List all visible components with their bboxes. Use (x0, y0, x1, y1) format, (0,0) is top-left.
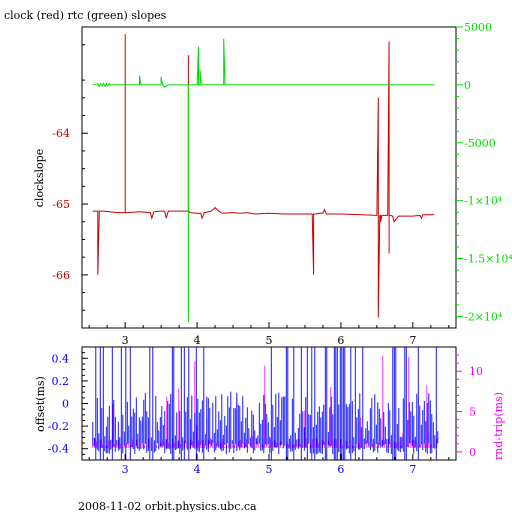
y-tick-label: 0 (62, 398, 69, 411)
slopes-x-ticks: 3 4 5 6 7 (88, 322, 450, 347)
footer-caption: 2008-11-02 orbit.physics.ubc.ca (78, 500, 257, 512)
y2-tick-label: -5000 (464, 137, 496, 150)
y2-tick-label: -2×10⁴ (464, 310, 503, 323)
offset-y-ticks: 0.4 0.2 0 -0.2 -0.4 (48, 346, 88, 461)
y-tick-label: -65 (52, 198, 70, 211)
slopes-frame (81, 26, 457, 329)
slopes-panel: 3 4 5 6 7 -64 -65 -66 5000 0 -5000 -1×10⁴ -1.5×10⁴… (33, 21, 512, 347)
y2-tick-label: 0 (469, 446, 476, 459)
offset-panel: 3 4 5 6 7 0.4 0.2 0 -0.2 -0.4 10 5 0 offset(ms) rn… (34, 346, 505, 476)
offset-series (92, 347, 439, 460)
x-tick-label: 6 (337, 463, 344, 476)
y-tick-label: -66 (52, 269, 70, 282)
offset-y-axis-label: offset(ms) (34, 376, 47, 432)
rnd-trip-y-axis-label: rnd-trip(ms) (492, 392, 505, 460)
x-tick-label: 6 (337, 334, 344, 347)
y-tick-label: 0.2 (52, 375, 70, 388)
x-tick-label: 5 (266, 334, 273, 347)
slopes-series (92, 34, 435, 323)
y-tick-label: -0.4 (48, 443, 69, 456)
series-rtc (92, 38, 435, 323)
y-tick-label: -64 (52, 127, 70, 140)
series-offset (92, 347, 439, 460)
slopes-y-ticks: -64 -65 -66 (52, 44, 88, 311)
y2-tick-label: 0 (464, 79, 471, 92)
y-tick-label: -0.2 (48, 420, 69, 433)
x-tick-label: 7 (409, 334, 416, 347)
y2-tick-label: 10 (469, 365, 483, 378)
chart-title: clock (red) rtc (green) slopes (4, 9, 167, 22)
x-tick-label: 4 (194, 463, 201, 476)
y2-tick-label: 5000 (464, 21, 492, 34)
x-tick-label: 5 (266, 463, 273, 476)
x-tick-label: 3 (122, 334, 129, 347)
slopes-y-axis-label: clockslope (33, 149, 46, 207)
series-clock (92, 34, 435, 318)
offset-x-ticks: 3 4 5 6 7 (88, 454, 450, 476)
y2-tick-label: -1×10⁴ (464, 195, 503, 208)
y-tick-label: 0.4 (52, 352, 70, 365)
slopes-y2-ticks: 5000 0 -5000 -1×10⁴ -1.5×10⁴ -2×10⁴ (456, 21, 512, 323)
x-tick-label: 3 (122, 463, 129, 476)
y2-tick-label: -1.5×10⁴ (464, 253, 512, 266)
offset-y2-ticks: 10 5 0 (456, 354, 483, 459)
x-tick-label: 4 (194, 334, 201, 347)
x-tick-label: 7 (409, 463, 416, 476)
y2-tick-label: 5 (469, 406, 476, 419)
